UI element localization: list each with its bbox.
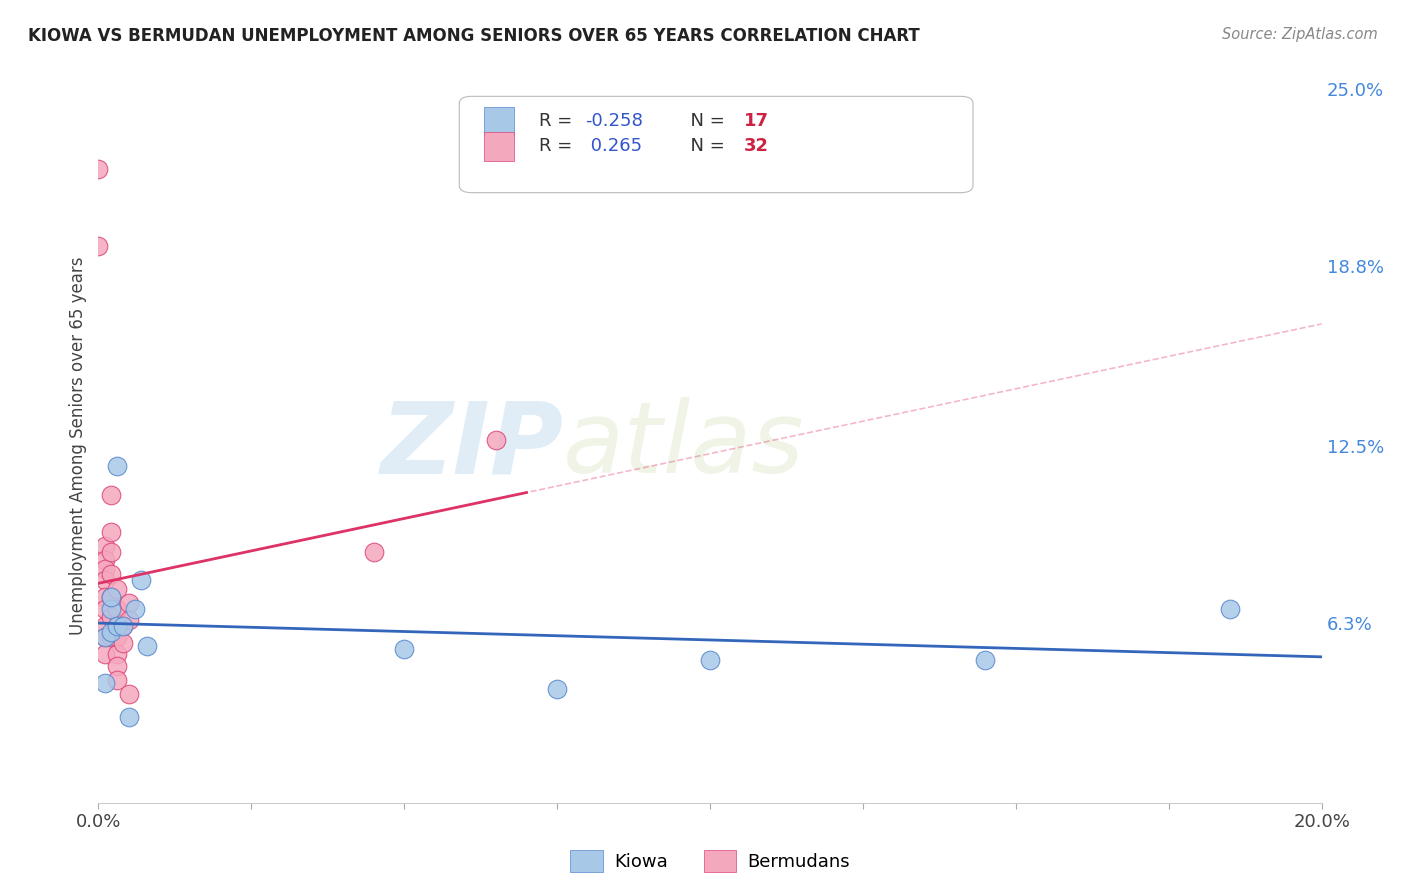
Point xyxy=(93,676,115,690)
Point xyxy=(93,591,115,605)
Text: -0.258: -0.258 xyxy=(585,112,643,130)
Text: R =: R = xyxy=(538,137,578,155)
Point xyxy=(136,639,159,653)
Point xyxy=(974,653,997,667)
Point xyxy=(105,619,128,633)
Point xyxy=(100,524,122,539)
Legend: Kiowa, Bermudans: Kiowa, Bermudans xyxy=(564,843,856,880)
Bar xyxy=(484,132,513,161)
Text: ZIP: ZIP xyxy=(380,398,564,494)
FancyBboxPatch shape xyxy=(460,96,973,193)
Point xyxy=(93,619,115,633)
Text: 32: 32 xyxy=(744,137,769,155)
Text: Source: ZipAtlas.com: Source: ZipAtlas.com xyxy=(1222,27,1378,42)
Point xyxy=(105,658,128,673)
Point xyxy=(118,613,141,627)
Point xyxy=(100,610,122,624)
Point xyxy=(111,636,134,650)
Point xyxy=(87,162,110,177)
Point xyxy=(100,487,122,501)
Bar xyxy=(484,107,513,136)
Point xyxy=(93,648,115,662)
Point xyxy=(546,681,568,696)
Point xyxy=(129,573,152,587)
Point xyxy=(118,710,141,724)
Point xyxy=(485,434,508,448)
Point xyxy=(111,619,134,633)
Y-axis label: Unemployment Among Seniors over 65 years: Unemployment Among Seniors over 65 years xyxy=(69,257,87,635)
Point xyxy=(93,630,115,644)
Point xyxy=(100,601,122,615)
Point xyxy=(100,544,122,558)
Point xyxy=(100,567,122,582)
Point xyxy=(124,601,146,615)
Point xyxy=(105,630,128,644)
Point xyxy=(93,601,115,615)
Point xyxy=(105,582,128,596)
Point xyxy=(93,553,115,567)
Point xyxy=(93,539,115,553)
Point xyxy=(87,239,110,253)
Point xyxy=(363,544,385,558)
Point xyxy=(105,619,128,633)
Point xyxy=(118,596,141,610)
Text: N =: N = xyxy=(679,112,731,130)
Point xyxy=(93,562,115,576)
Text: 0.265: 0.265 xyxy=(585,137,643,155)
Point xyxy=(93,630,115,644)
Text: N =: N = xyxy=(679,137,731,155)
Text: 17: 17 xyxy=(744,112,769,130)
Point xyxy=(93,573,115,587)
Point xyxy=(100,591,122,605)
Point xyxy=(100,624,122,639)
Point xyxy=(105,601,128,615)
Point xyxy=(105,673,128,687)
Point xyxy=(100,630,122,644)
Text: atlas: atlas xyxy=(564,398,804,494)
Point xyxy=(105,458,128,473)
Point xyxy=(100,591,122,605)
Point xyxy=(392,641,416,656)
Point xyxy=(699,653,721,667)
Point xyxy=(118,687,141,701)
Point xyxy=(105,648,128,662)
Text: KIOWA VS BERMUDAN UNEMPLOYMENT AMONG SENIORS OVER 65 YEARS CORRELATION CHART: KIOWA VS BERMUDAN UNEMPLOYMENT AMONG SEN… xyxy=(28,27,920,45)
Point xyxy=(111,619,134,633)
Point xyxy=(1219,601,1241,615)
Text: R =: R = xyxy=(538,112,578,130)
